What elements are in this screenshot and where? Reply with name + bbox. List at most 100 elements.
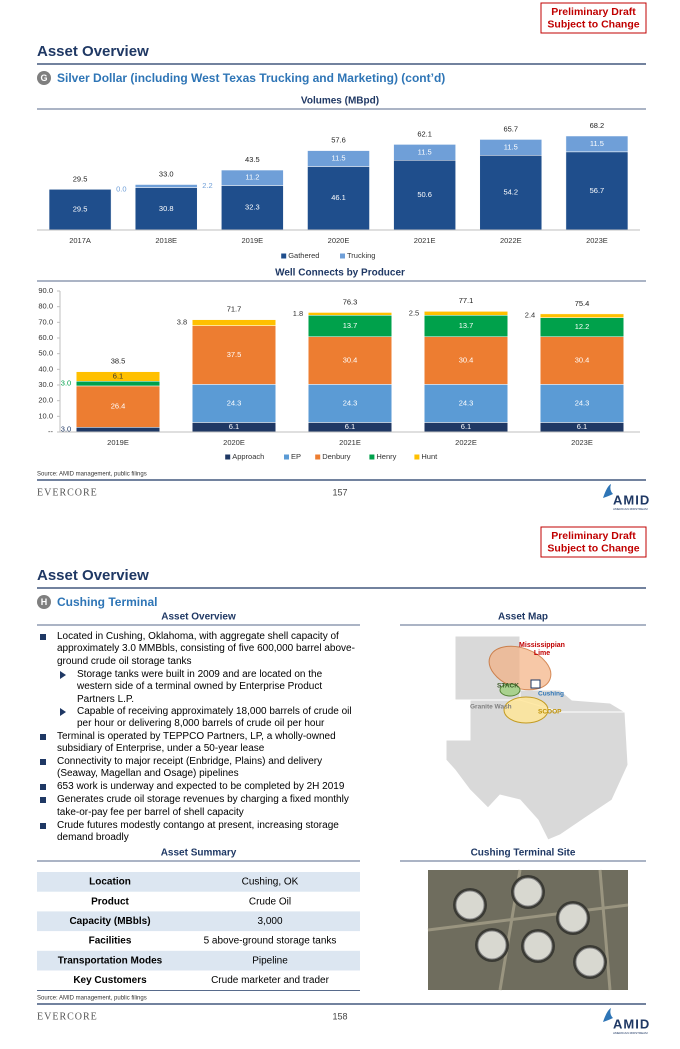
legend-swatch: [281, 253, 287, 259]
row-shade: [37, 872, 360, 892]
data-label: 24.3: [459, 398, 474, 407]
bar-segment: [307, 166, 370, 231]
map-label: Mississippian Lime: [519, 642, 565, 657]
section-letter: G: [40, 73, 47, 83]
draft-box: [540, 2, 647, 34]
data-label: 11.5: [590, 139, 604, 148]
legend-label: Hunt: [421, 452, 438, 461]
cell-label: Product: [91, 896, 129, 907]
y-tick-label: 30.0: [38, 380, 53, 389]
bar-segment: [75, 380, 161, 387]
data-label: 1.8: [293, 309, 303, 318]
sub-heading: Asset Map: [498, 612, 548, 623]
bar-segment: [479, 155, 543, 231]
source: Source: AMID management, public filings: [37, 472, 147, 478]
bar-segment: [221, 185, 284, 231]
data-label: 54.2: [503, 188, 518, 197]
cell-value: Pipeline: [252, 955, 288, 966]
sub-heading: Asset Summary: [161, 848, 237, 859]
bar-segment: [307, 312, 393, 316]
y-tick-label: 70.0: [38, 317, 53, 326]
tank: [455, 890, 485, 920]
cell-label: Key Customers: [73, 975, 147, 986]
logo: AMID: [613, 492, 650, 507]
data-label: 32.3: [245, 203, 260, 212]
bar-segment: [191, 384, 277, 423]
page-number: 158: [332, 1011, 347, 1021]
data-label: 26.4: [111, 402, 126, 411]
legend-swatch: [284, 454, 289, 460]
bar-segment: [307, 384, 393, 423]
legend-label: Denbury: [322, 452, 351, 461]
data-label: 56.7: [590, 186, 605, 195]
data-label: 6.1: [229, 422, 239, 431]
draft-box: [540, 526, 647, 558]
tank: [477, 930, 507, 960]
data-label: 50.6: [417, 190, 432, 199]
data-label: 29.5: [73, 205, 88, 214]
y-tick-label: 20.0: [38, 396, 53, 405]
draft-notice: Subject to Change: [547, 542, 639, 554]
total-label: 77.1: [459, 296, 474, 305]
bar-segment: [75, 371, 161, 382]
bar-segment: [423, 311, 509, 316]
cell-value: Crude Oil: [249, 896, 291, 907]
y-tick-label: --: [48, 427, 53, 436]
section-title: Cushing Terminal: [57, 595, 157, 609]
x-tick-label: 2023E: [571, 438, 593, 447]
data-label: 24.3: [343, 398, 358, 407]
legend-swatch: [414, 454, 420, 460]
play-area: [503, 696, 549, 724]
bar-segment: [134, 187, 198, 231]
data-label: 6.1: [461, 422, 471, 431]
map-label: Cushing: [538, 691, 564, 698]
page-title: Asset Overview: [37, 567, 149, 584]
cell-value: Cushing, OK: [242, 877, 299, 888]
data-label: 2.4: [525, 311, 535, 320]
y-tick-label: 10.0: [38, 411, 53, 420]
map-label: Granite Wash: [470, 704, 512, 711]
x-tick-label: 2022E: [500, 236, 522, 245]
total-label: 57.6: [331, 136, 346, 145]
total-label: 38.5: [111, 357, 126, 366]
x-tick-label: 2018E: [155, 236, 177, 245]
bar-segment: [393, 144, 456, 161]
bar-segment: [539, 313, 625, 318]
map-land: [445, 635, 629, 841]
legend-swatch: [369, 454, 375, 460]
bullet: Generates crude oil storage revenues by …: [37, 794, 359, 819]
bar-segment: [565, 135, 629, 153]
page-title: Asset Overview: [37, 43, 149, 60]
total-label: 62.1: [417, 129, 432, 138]
tank: [523, 931, 553, 961]
draft-notice: Preliminary Draft: [551, 6, 636, 18]
bullet: Terminal is operated by TEPPCO Partners,…: [37, 731, 359, 756]
tank: [558, 903, 588, 933]
bar-segment: [539, 384, 625, 423]
section-badge: [37, 71, 51, 85]
row-shade: [37, 911, 360, 932]
bar-segment: [221, 169, 284, 186]
bar-segment: [539, 336, 625, 385]
brand: EVERCORE: [37, 487, 98, 498]
bullet: 653 work is underway and expected to be …: [37, 781, 359, 793]
page-number: 157: [332, 487, 347, 497]
data-label: 12.2: [575, 322, 590, 331]
x-tick-label: 2020E: [223, 438, 245, 447]
bar-segment: [134, 184, 198, 188]
bar-segment: [75, 385, 161, 428]
bar-segment: [75, 427, 161, 433]
data-label: 30.4: [575, 356, 590, 365]
x-tick-label: 2019E: [242, 236, 264, 245]
y-tick-label: 80.0: [38, 302, 53, 311]
bullet: Connectivity to major receipt (Enbridge,…: [37, 756, 359, 781]
total-label: 71.7: [227, 305, 242, 314]
data-label: 13.7: [343, 321, 358, 330]
legend-label: Gathered: [288, 251, 319, 260]
total-label: 43.5: [245, 155, 260, 164]
x-tick-label: 2023E: [586, 236, 608, 245]
section-letter: H: [41, 597, 48, 607]
draft-notice: Preliminary Draft: [551, 530, 636, 542]
